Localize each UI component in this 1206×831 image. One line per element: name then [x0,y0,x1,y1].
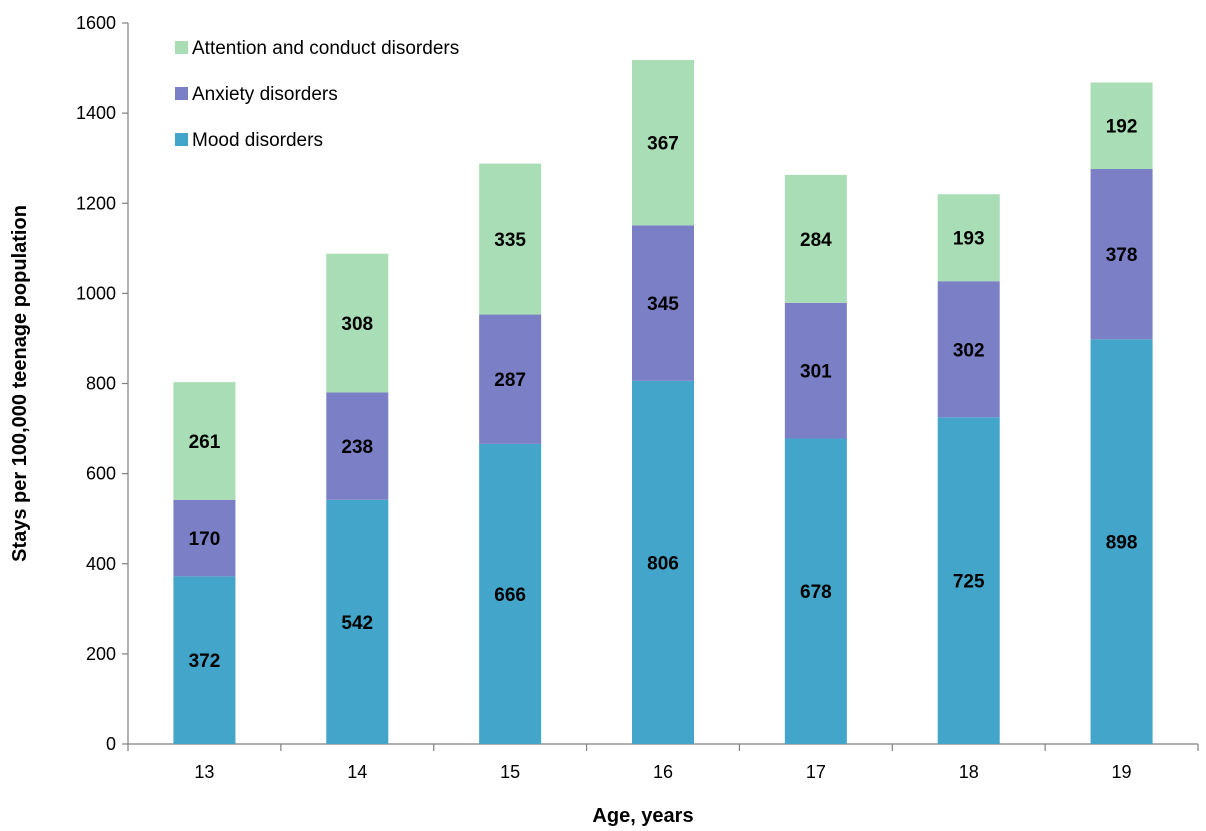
bar-segment [784,438,847,744]
y-tick-label: 0 [106,734,116,754]
data-label: 308 [341,314,373,335]
bars [173,59,1153,744]
data-label: 898 [1106,533,1138,554]
x-tick-label: 13 [194,762,214,782]
bar-segment [1090,169,1153,340]
data-label: 284 [800,230,832,251]
data-label: 193 [953,229,985,250]
legend-swatch [175,87,188,100]
bar-segment [937,194,1000,282]
legend-label: Attention and conduct disorders [192,38,459,59]
data-label: 367 [647,134,679,155]
x-tick-label: 17 [806,762,826,782]
bar-segment [784,302,847,439]
data-label: 725 [953,572,985,593]
data-label: 378 [1106,245,1138,266]
x-tick-label: 18 [959,762,979,782]
x-ticks: 13 14 15 16 17 18 19 [127,744,1199,782]
data-label: 170 [189,529,221,550]
y-tick-label: 1200 [76,193,116,213]
y-ticks: 0 200 400 600 800 1000 1200 1400 1600 [76,13,128,754]
data-label: 372 [189,651,221,672]
data-label: 345 [647,294,679,315]
x-tick-label: 15 [500,762,520,782]
legend-label: Mood disorders [192,130,323,151]
data-label: 335 [494,230,526,251]
bar-segment [173,382,236,500]
legend-label: Anxiety disorders [192,84,338,105]
bar-segment [326,392,389,500]
y-tick-label: 400 [86,554,116,574]
data-label: 192 [1106,117,1138,138]
y-axis-title: Stays per 100,000 teenage population [9,205,31,562]
data-label: 302 [953,340,985,361]
bar-segment [1090,339,1153,744]
bar-segment [479,443,542,744]
y-tick-label: 600 [86,464,116,484]
legend-swatch [175,41,188,54]
x-axis-title: Age, years [592,805,693,827]
data-label: 287 [494,370,526,391]
bar-segment [632,225,694,381]
bar-segment [1090,82,1153,170]
y-tick-label: 200 [86,644,116,664]
bar-segment [479,314,542,444]
data-label: 666 [494,585,526,606]
data-label: 806 [647,553,679,574]
bar-segment [326,499,389,744]
data-label: 261 [189,432,221,453]
bar-segment [632,59,694,226]
y-tick-label: 1600 [76,13,116,33]
bar-segment [784,174,847,303]
bar-segment [937,417,1000,744]
bar-segment [937,281,1000,418]
legend-swatch [175,133,188,146]
data-label: 238 [341,437,373,458]
y-tick-label: 1000 [76,283,116,303]
bar-segment [173,576,236,744]
x-tick-label: 16 [653,762,673,782]
bar-segment [173,499,236,577]
bar-segment [326,253,389,393]
data-labels: 372 170 261 542 238 308 666 287 335 806 345 367 678 3… [189,117,1138,672]
data-label: 542 [341,613,373,634]
legend: Attention and conduct disorders Anxiety d… [175,38,459,151]
y-tick-label: 1400 [76,103,116,123]
y-tick-label: 800 [86,374,116,394]
data-label: 678 [800,582,832,603]
bar-segment [479,163,542,315]
x-tick-label: 14 [347,762,367,782]
bar-segment [632,380,694,744]
data-label: 301 [800,362,832,383]
x-tick-label: 19 [1112,762,1132,782]
